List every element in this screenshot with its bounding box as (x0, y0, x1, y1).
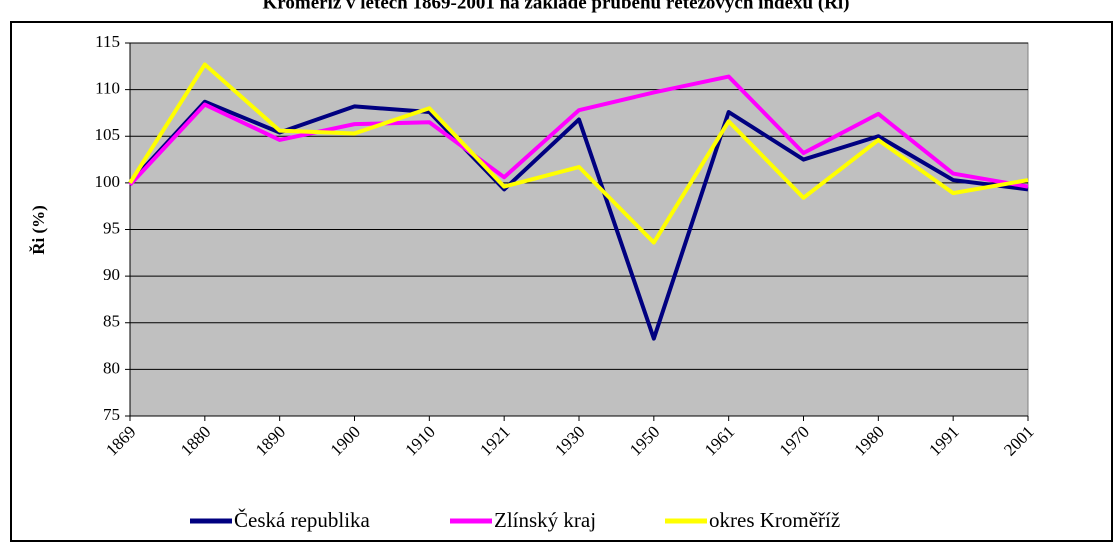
y-tick-label: 75 (103, 405, 120, 424)
y-tick-label: 90 (103, 265, 120, 284)
y-tick-label: 110 (95, 79, 120, 98)
legend-label: Česká republika (234, 508, 371, 532)
x-tick-label: 1980 (850, 422, 887, 459)
x-tick-label: 1930 (551, 422, 588, 459)
x-tick-label: 1970 (776, 422, 813, 459)
y-axis-label: Ři (%) (29, 205, 48, 255)
series-line (128, 62, 1029, 245)
y-tick-label: 95 (103, 218, 120, 237)
y-tick-label: 100 (95, 172, 121, 191)
series-line (128, 74, 1029, 189)
x-tick-label: 1890 (252, 422, 289, 459)
y-tick-label: 115 (95, 32, 120, 51)
x-tick-label: 1921 (476, 422, 513, 459)
x-tick-label: 1991 (925, 422, 962, 459)
chart-title: Kroměříž v letech 1869-2001 na základě p… (263, 0, 850, 13)
x-tick-label: 1910 (401, 422, 438, 459)
x-tick-label: 2001 (1000, 422, 1037, 459)
legend-label: okres Kroměříž (709, 508, 840, 532)
y-tick-label: 85 (103, 312, 120, 331)
x-tick-label: 1869 (102, 422, 139, 459)
x-tick-label: 1961 (701, 422, 738, 459)
y-tick-label: 105 (95, 125, 121, 144)
x-tick-label: 1880 (177, 422, 214, 459)
legend-label: Zlínský kraj (494, 508, 596, 532)
chart-border (10, 21, 1113, 542)
y-tick-label: 80 (103, 358, 120, 377)
x-tick-label: 1950 (626, 422, 663, 459)
x-tick-label: 1900 (327, 422, 364, 459)
